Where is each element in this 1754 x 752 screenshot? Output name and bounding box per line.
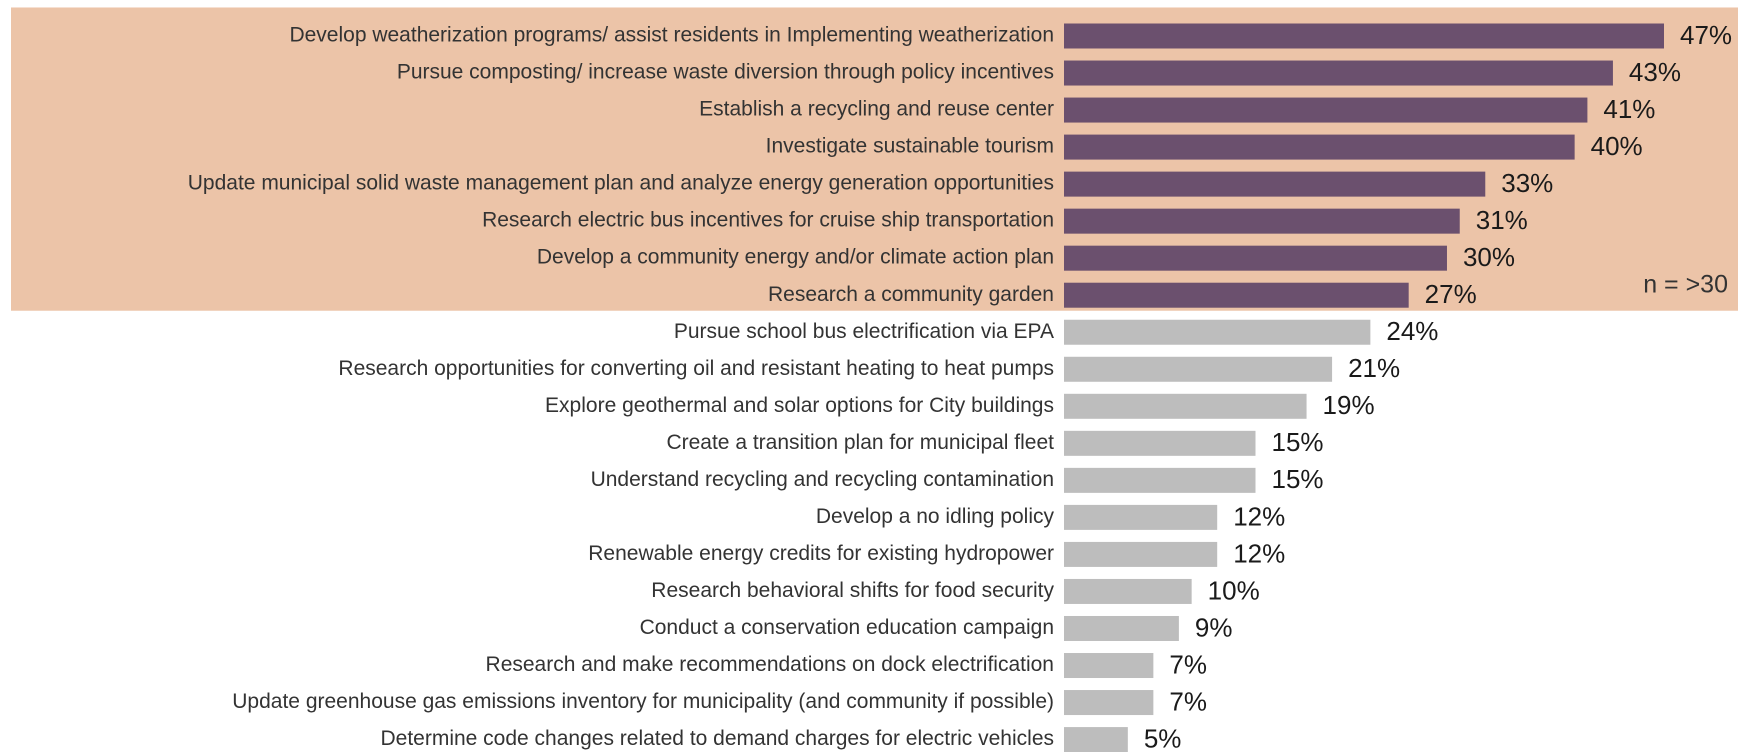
value-label: 47%: [1680, 20, 1732, 50]
value-label: 15%: [1271, 427, 1323, 457]
bar: [1064, 245, 1447, 271]
bar: [1064, 23, 1664, 49]
category-label: Renewable energy credits for existing hy…: [588, 542, 1054, 565]
bar: [1064, 97, 1588, 123]
value-label: 21%: [1348, 353, 1400, 383]
value-label: 43%: [1629, 57, 1681, 87]
value-label: 7%: [1169, 686, 1207, 716]
bar: [1064, 504, 1218, 530]
bar: [1064, 653, 1154, 679]
category-label: Research electric bus incentives for cru…: [482, 209, 1054, 232]
bar: [1064, 319, 1371, 345]
bar: [1064, 393, 1307, 419]
bar: [1064, 171, 1486, 197]
value-label: 27%: [1425, 279, 1477, 309]
category-label: Establish a recycling and reuse center: [699, 98, 1054, 121]
value-label: 24%: [1386, 316, 1438, 346]
value-label: 19%: [1323, 390, 1375, 420]
value-label: 30%: [1463, 242, 1515, 272]
category-label: Create a transition plan for municipal f…: [666, 431, 1054, 454]
bar: [1064, 690, 1154, 716]
value-label: 12%: [1233, 501, 1285, 531]
bar: [1064, 430, 1256, 456]
bar: [1064, 615, 1179, 641]
category-label: Explore geothermal and solar options for…: [545, 394, 1054, 417]
category-label: Investigate sustainable tourism: [766, 135, 1054, 158]
category-label: Update municipal solid waste management …: [188, 172, 1054, 195]
value-label: 15%: [1271, 464, 1323, 494]
value-label: 41%: [1603, 94, 1655, 124]
bar: [1064, 541, 1218, 567]
value-label: 9%: [1195, 612, 1233, 642]
bar: [1064, 134, 1575, 160]
bar: [1064, 727, 1128, 752]
bar: [1064, 467, 1256, 493]
category-label: Develop weatherization programs/ assist …: [289, 24, 1054, 47]
category-label: Pursue composting/ increase waste divers…: [397, 61, 1054, 84]
category-label: Conduct a conservation education campaig…: [640, 616, 1054, 639]
value-label: 10%: [1208, 575, 1260, 605]
value-label: 40%: [1591, 131, 1643, 161]
category-label: Pursue school bus electrification via EP…: [674, 320, 1054, 343]
annotation: n = >30: [1643, 271, 1728, 299]
bar: [1064, 60, 1613, 86]
value-label: 33%: [1501, 168, 1553, 198]
value-label: 7%: [1169, 649, 1207, 679]
category-label: Develop a no idling policy: [816, 505, 1055, 528]
category-label: Determine code changes related to demand…: [380, 727, 1054, 750]
bars-layer: Develop weatherization programs/ assist …: [188, 20, 1732, 752]
value-label: 12%: [1233, 538, 1285, 568]
category-label: Research a community garden: [768, 283, 1054, 306]
category-label: Develop a community energy and/or climat…: [537, 246, 1054, 269]
bar: [1064, 356, 1333, 382]
category-label: Understand recycling and recycling conta…: [591, 468, 1054, 491]
bar: [1064, 578, 1192, 604]
category-label: Research and make recommendations on doc…: [486, 653, 1054, 676]
value-label: 5%: [1144, 723, 1182, 752]
category-label: Update greenhouse gas emissions inventor…: [232, 690, 1054, 713]
category-label: Research opportunities for converting oi…: [338, 357, 1054, 380]
category-label: Research behavioral shifts for food secu…: [651, 579, 1054, 602]
bar: [1064, 208, 1460, 234]
value-label: 31%: [1476, 205, 1528, 235]
bar: [1064, 282, 1409, 308]
